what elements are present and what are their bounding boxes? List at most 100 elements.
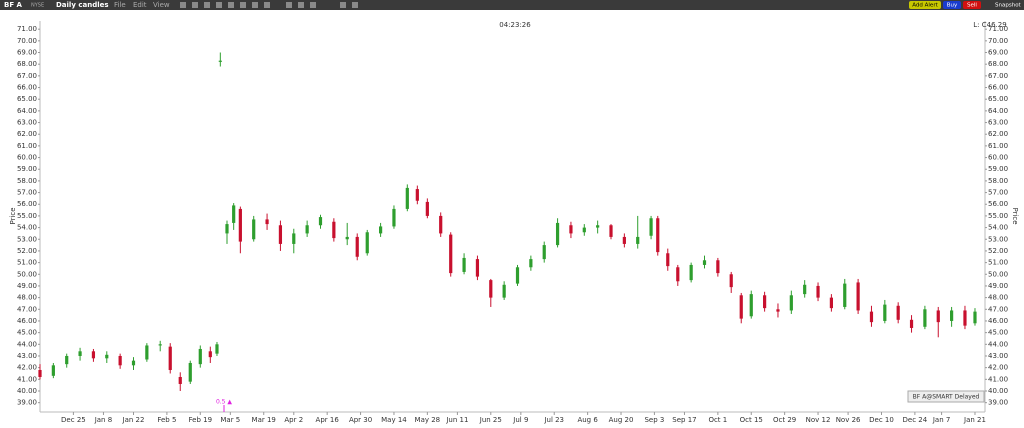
candle-body (973, 311, 977, 324)
y-tick-label-right: 64.00 (988, 107, 1008, 115)
y-tick-label-right: 44.00 (988, 340, 1008, 348)
x-tick-label: Sep 17 (672, 416, 696, 424)
candle-body (502, 284, 506, 298)
candle-body (118, 355, 122, 366)
candle-body (78, 351, 82, 356)
candle-body (198, 348, 202, 365)
sell-button[interactable] (963, 1, 981, 9)
event-annotation[interactable]: 0.5 ▲ (216, 399, 232, 406)
candle-body (656, 218, 660, 253)
candle-body (816, 285, 820, 298)
y-tick-label: 62.00 (17, 130, 37, 138)
candle-body (405, 187, 409, 209)
candle-body (582, 227, 586, 233)
add-alert-label[interactable]: Add Alert (912, 3, 938, 9)
x-tick-label: Jun 11 (445, 416, 468, 424)
add-alert-button[interactable] (909, 1, 941, 9)
x-tick-label: Aug 6 (577, 416, 598, 424)
candle-body (716, 260, 720, 274)
y-tick-label-right: 39.00 (988, 399, 1008, 407)
candle-body (51, 365, 55, 376)
period[interactable]: Daily candles (56, 1, 109, 9)
menu[interactable]: Edit (133, 1, 147, 9)
candle-body (883, 304, 887, 321)
candle-body (425, 201, 429, 216)
y-tick-label-right: 46.00 (988, 317, 1008, 325)
menu[interactable]: View (153, 1, 170, 9)
y-tick-label: 42.00 (17, 364, 37, 372)
y-tick-label: 39.00 (17, 399, 37, 407)
y-tick-label-right: 54.00 (988, 224, 1008, 232)
exchange: NYSE (31, 3, 44, 9)
buy-button[interactable] (943, 1, 961, 9)
candle-body (529, 259, 533, 268)
candle-body (439, 215, 443, 234)
x-tick-label: Apr 2 (284, 416, 303, 424)
y-tick-label: 47.00 (17, 305, 37, 313)
y-tick-label-right: 71.00 (988, 25, 1008, 33)
candle-body (689, 264, 693, 281)
candle-body (963, 310, 967, 326)
candle-body (829, 297, 833, 309)
menu[interactable]: File (114, 1, 126, 9)
data-source: BF A@SMART Delayed (913, 394, 980, 401)
candle-body (475, 259, 480, 277)
y-tick-label: 41.00 (17, 375, 37, 383)
y-tick-label-right: 70.00 (988, 37, 1008, 45)
candle-body (666, 253, 670, 267)
candle-body (649, 218, 653, 236)
candle-body (158, 344, 162, 346)
clock: 04:23:26 (499, 21, 531, 29)
candle-body (365, 232, 369, 254)
y-tick-label-right: 57.00 (988, 189, 1008, 197)
snapshot-button[interactable]: Snapshot (995, 3, 1022, 9)
candle-body (856, 282, 860, 311)
y-tick-label: 40.00 (17, 387, 37, 395)
y-tick-label: 67.00 (17, 72, 37, 80)
y-tick-label: 63.00 (17, 119, 37, 127)
x-tick-label: Apr 16 (316, 416, 340, 424)
candle-body (379, 226, 383, 234)
symbol[interactable]: BF A (4, 1, 23, 9)
candle-body (168, 346, 172, 370)
candle-body (38, 369, 42, 377)
candle-body (636, 236, 640, 244)
candle-body (702, 260, 707, 265)
y-tick-label: 46.00 (17, 317, 37, 325)
candle-body (392, 208, 396, 227)
candle-body (869, 311, 874, 323)
candle-body (208, 351, 212, 358)
x-tick-label: Feb 5 (157, 416, 176, 424)
toolbar-icons (180, 2, 358, 8)
x-tick-label: Jan 22 (122, 416, 145, 424)
y-tick-label: 60.00 (17, 154, 37, 162)
y-tick-label-right: 63.00 (988, 119, 1008, 127)
candle-body (923, 309, 927, 327)
y-tick-label-right: 40.00 (988, 387, 1008, 395)
y-tick-label: 58.00 (17, 177, 37, 185)
y-tick-label: 64.00 (17, 107, 37, 115)
y-tick-label-right: 42.00 (988, 364, 1008, 372)
x-tick-label: Jun 25 (479, 416, 502, 424)
y-tick-label: 45.00 (17, 329, 37, 337)
x-tick-label: Sep 3 (644, 416, 664, 424)
x-tick-label: Mar 19 (252, 416, 276, 424)
candle-body (569, 225, 573, 234)
sell-label[interactable]: Sell (967, 3, 977, 9)
y-tick-label: 54.00 (17, 224, 37, 232)
y-tick-label-right: 60.00 (988, 154, 1008, 162)
candle-body (763, 295, 767, 309)
candle-body (292, 233, 296, 244)
x-tick-label: Oct 15 (740, 416, 763, 424)
y-tick-label: 65.00 (17, 95, 37, 103)
x-tick-label: Jul 23 (543, 416, 564, 424)
buy-label[interactable]: Buy (947, 3, 958, 9)
y-tick-label: 44.00 (17, 340, 37, 348)
y-axis-title-right: Price (1011, 207, 1019, 224)
y-tick-label-right: 68.00 (988, 60, 1008, 68)
candle-body (145, 345, 149, 360)
y-tick-label-right: 49.00 (988, 282, 1008, 290)
y-tick-label-right: 50.00 (988, 270, 1008, 278)
candle-body (449, 234, 453, 274)
